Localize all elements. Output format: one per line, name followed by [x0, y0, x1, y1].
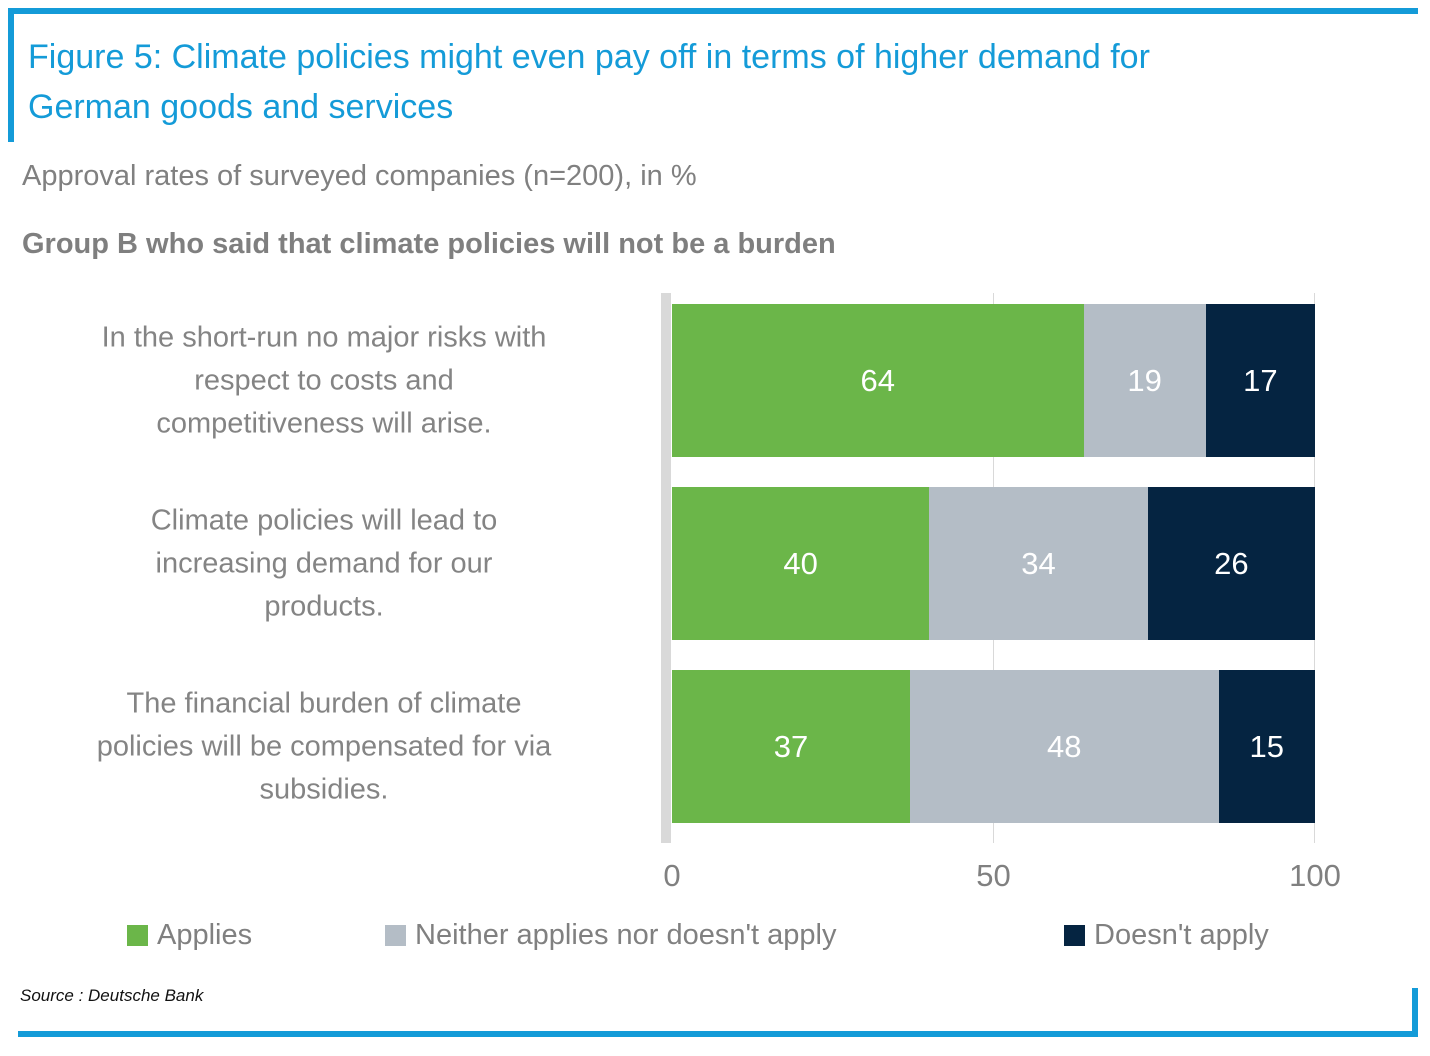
bar-value-label: 34: [1021, 545, 1056, 581]
category-label-1: In the short-run no major risks with res…: [101, 321, 547, 440]
bottom-right-border-rule: [1412, 988, 1418, 1037]
bar-value-label: 40: [783, 545, 818, 581]
figure-subtitle: Approval rates of surveyed companies (n=…: [22, 160, 697, 192]
bar-segment: 64: [672, 304, 1084, 457]
legend-swatch-icon: [1064, 924, 1085, 946]
bar-value-label: 48: [1046, 728, 1082, 764]
legend-label: Neither applies nor doesn't apply: [415, 918, 837, 951]
group-b-label: Group B who said that climate policies w…: [22, 228, 836, 260]
bar-segment: 34: [929, 487, 1148, 640]
legend-label: Applies: [157, 918, 253, 951]
legend-item: Neither applies nor doesn't apply: [385, 914, 836, 956]
top-border-rule: [8, 8, 1418, 14]
x-tick-50: 50: [976, 858, 1011, 893]
category-label-2: Climate policies will lead to increasing…: [150, 504, 498, 623]
bottom-border-rule: [18, 1031, 1418, 1037]
plot-area: 64 19 17 40 34 26 37 48 15: [672, 293, 1315, 843]
bar-segment: 48: [909, 670, 1219, 823]
category-labels: In the short-run no major risks with res…: [10, 0, 638, 1056]
legend-item: Applies: [127, 914, 252, 956]
bar-value-label: 26: [1214, 545, 1249, 581]
legend-swatch-icon: [385, 924, 406, 946]
bar-row-1: 64 19 17: [672, 304, 1315, 457]
title-left-border-rule: [8, 8, 14, 142]
bar-value-label: 64: [860, 362, 895, 398]
y-axis-line: [661, 293, 671, 843]
category-label-3: The financial burden of climate policies…: [96, 687, 552, 806]
bar-segment: 19: [1083, 304, 1206, 457]
bar-row-3: 37 48 15: [672, 670, 1315, 823]
bar-value-label: 37: [773, 728, 809, 764]
bar-value-label: 15: [1249, 728, 1284, 764]
chart-legend: Applies Neither applies nor doesn't apply…: [0, 914, 1430, 956]
legend-label: Doesn't apply: [1094, 918, 1269, 951]
x-tick-0: 0: [663, 858, 681, 893]
legend-item: Doesn't apply: [1064, 914, 1269, 956]
x-tick-100: 100: [1289, 858, 1341, 893]
figure-title: Figure 5: Climate policies might even pa…: [28, 38, 1150, 126]
source-note: Source : Deutsche Bank: [20, 986, 204, 1005]
bar-segment: 40: [672, 487, 930, 640]
x-axis-ticks: 0 50 100: [663, 858, 1340, 898]
bar-segment: 15: [1218, 670, 1315, 823]
legend-swatch-icon: [127, 924, 148, 946]
bar-row-2: 40 34 26: [672, 487, 1315, 640]
bar-segment: 17: [1205, 304, 1315, 457]
bar-segment: 26: [1147, 487, 1315, 640]
bar-segment: 37: [672, 670, 910, 823]
bar-value-label: 19: [1127, 362, 1162, 398]
bar-value-label: 17: [1243, 362, 1278, 398]
